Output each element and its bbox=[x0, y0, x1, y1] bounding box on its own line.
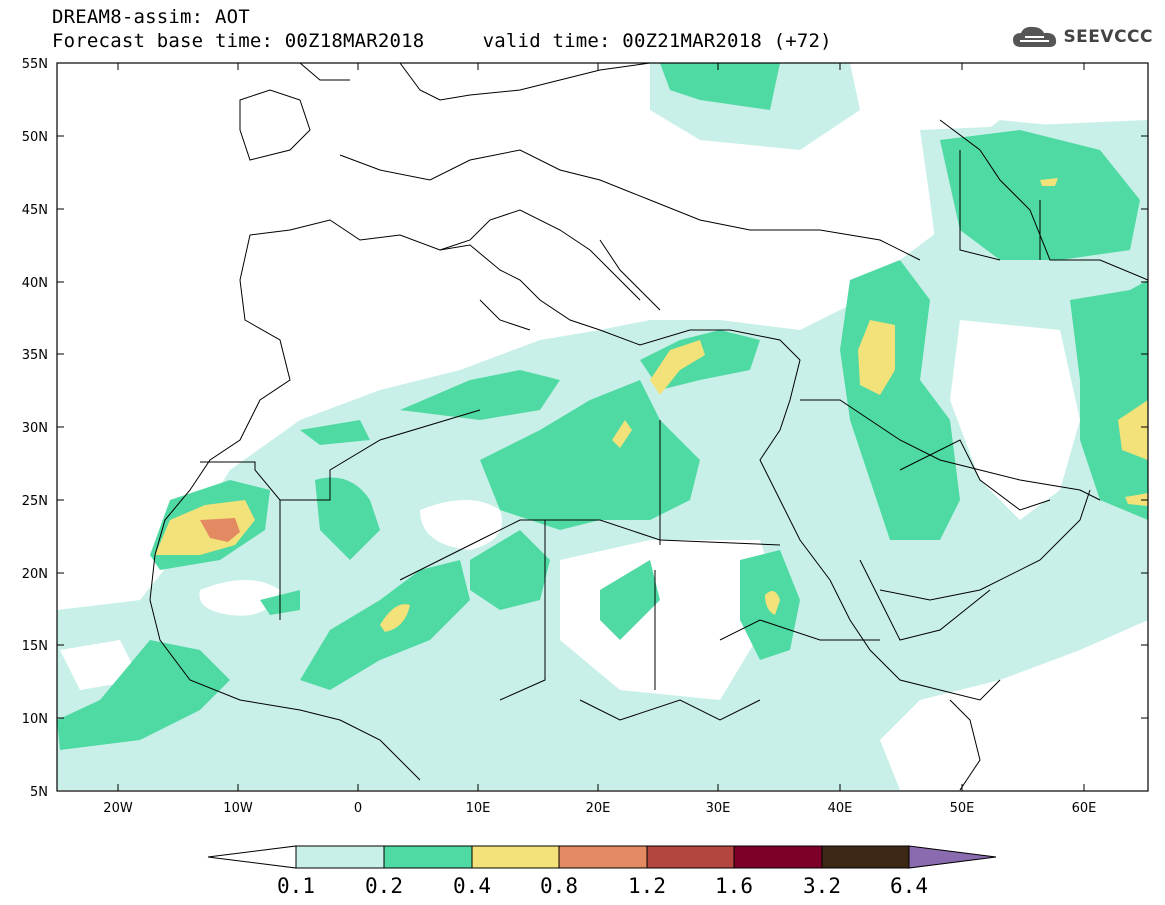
lat-label: 35N bbox=[22, 348, 48, 363]
lon-label: 0 bbox=[354, 801, 362, 816]
legend-label: 0.2 bbox=[365, 874, 403, 898]
aot-level-0.2 bbox=[57, 63, 1148, 750]
legend-label: 0.4 bbox=[453, 874, 491, 898]
map-title: DREAM8-assim: AOT bbox=[52, 6, 250, 28]
seevccc-logo: SEEVCCC bbox=[1011, 24, 1153, 50]
legend-swatch bbox=[383, 845, 473, 869]
color-legend bbox=[207, 845, 997, 869]
lat-label: 30N bbox=[22, 421, 48, 436]
legend-swatch bbox=[821, 845, 910, 869]
lat-label: 15N bbox=[22, 639, 48, 654]
latitude-labels: 55N 50N 45N 40N 35N 30N 25N 20N 15N 10N … bbox=[22, 57, 48, 800]
legend-labels: 0.1 0.2 0.4 0.8 1.2 1.6 3.2 6.4 bbox=[277, 874, 928, 898]
lon-label: 10E bbox=[466, 801, 491, 816]
coastlines-and-borders bbox=[149, 63, 1148, 791]
lon-label: 40E bbox=[828, 801, 853, 816]
lat-label: 10N bbox=[22, 712, 48, 727]
lat-label: 25N bbox=[22, 494, 48, 509]
lat-label: 50N bbox=[22, 130, 48, 145]
lat-label: 55N bbox=[22, 57, 48, 72]
legend-swatch bbox=[733, 845, 823, 869]
lon-label: 20E bbox=[586, 801, 611, 816]
lon-label: 50E bbox=[950, 801, 975, 816]
lat-label: 20N bbox=[22, 567, 48, 582]
legend-swatch bbox=[558, 845, 648, 869]
legend-swatch bbox=[471, 845, 560, 869]
lon-label: 20W bbox=[103, 801, 133, 816]
legend-swatch bbox=[646, 845, 735, 869]
aot-contour-fields bbox=[57, 63, 1148, 790]
legend-label: 0.8 bbox=[540, 874, 578, 898]
lon-label: 10W bbox=[223, 801, 253, 816]
legend-label: 1.6 bbox=[715, 874, 753, 898]
forecast-time-label: Forecast base time: 00Z18MAR2018 valid t… bbox=[52, 30, 832, 52]
axis-ticks bbox=[57, 62, 1148, 791]
lat-label: 40N bbox=[22, 276, 48, 291]
aot-level-0.8 bbox=[200, 518, 240, 542]
lat-label: 45N bbox=[22, 203, 48, 218]
lon-label: 30E bbox=[706, 801, 731, 816]
legend-swatch bbox=[207, 845, 297, 869]
legend-label: 1.2 bbox=[628, 874, 666, 898]
legend-swatch bbox=[295, 845, 385, 869]
legend-swatch bbox=[908, 845, 997, 869]
legend-label: 3.2 bbox=[803, 874, 841, 898]
lon-label: 60E bbox=[1072, 801, 1097, 816]
legend-label: 6.4 bbox=[890, 874, 928, 898]
lat-label: 5N bbox=[30, 785, 48, 800]
legend-label: 0.1 bbox=[277, 874, 315, 898]
aot-gaps bbox=[60, 320, 1080, 700]
logo-text: SEEVCCC bbox=[1063, 27, 1153, 47]
cloud-icon bbox=[1013, 26, 1057, 47]
longitude-labels: 20W 10W 0 10E 20E 30E 40E 50E 60E bbox=[103, 801, 1096, 816]
